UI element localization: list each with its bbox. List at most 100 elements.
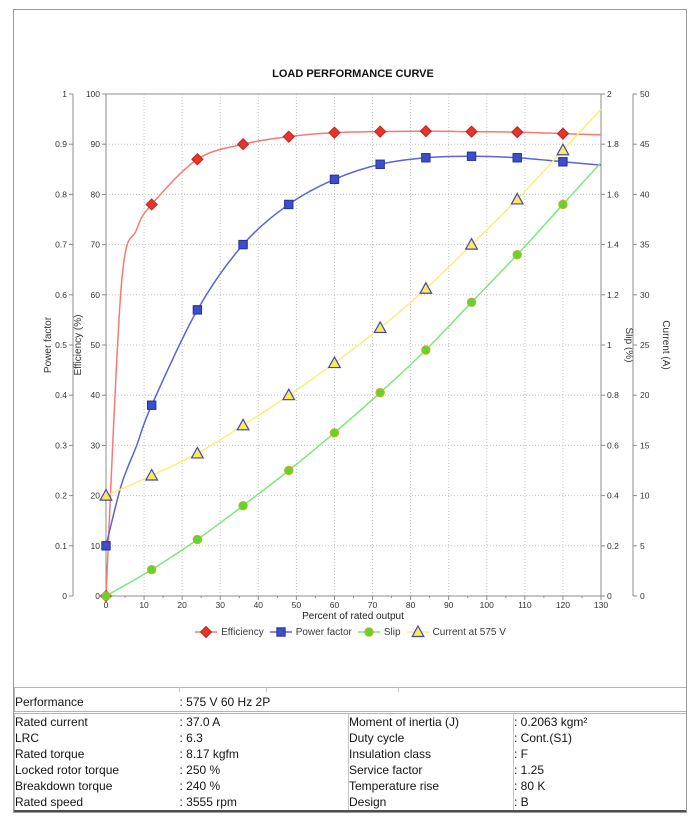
spec-label: Temperature rise (348, 778, 514, 794)
svg-text:25: 25 (640, 340, 650, 350)
svg-text:0.1: 0.1 (55, 541, 67, 551)
line-power-factor (105, 155, 602, 546)
specs-table: Rated current: 37.0 A Moment of inertia (… (14, 713, 686, 812)
spec-label: Insulation class (348, 746, 514, 762)
svg-text:90: 90 (91, 139, 101, 149)
spec-value: : Cont.(S1) (513, 730, 686, 746)
svg-text:0.6: 0.6 (607, 440, 619, 450)
svg-text:0.7: 0.7 (55, 240, 67, 250)
svg-text:90: 90 (444, 600, 454, 610)
svg-text:40: 40 (91, 390, 101, 400)
svg-text:20: 20 (177, 600, 187, 610)
legend-label: Slip (383, 626, 401, 638)
legend-label: Current at 575 V (432, 626, 506, 638)
series-lines (105, 108, 602, 597)
spec-value: : 8.17 kgfm (179, 747, 239, 761)
spec-value: : 80 K (513, 778, 686, 794)
svg-text:50: 50 (292, 600, 302, 610)
spec-value: : B (513, 794, 686, 811)
svg-text:0.2: 0.2 (607, 541, 619, 551)
svg-text:1: 1 (607, 340, 612, 350)
circle-marker-icon (357, 627, 380, 637)
markers-power-factor (101, 151, 568, 551)
spec-value: : 250 % (179, 763, 221, 777)
triangle-marker-icon (406, 625, 429, 638)
spec-row: Breakdown torque : 240 % Temperature rise:… (15, 778, 686, 794)
spec-label: Service factor (348, 762, 514, 778)
legend-item-power-factor: Power factor (269, 625, 352, 639)
svg-text:10: 10 (91, 541, 101, 551)
spec-row: Rated current: 37.0 A Moment of inertia (… (15, 713, 686, 730)
svg-text:70: 70 (91, 240, 101, 250)
svg-text:100: 100 (480, 600, 494, 610)
svg-text:0.2: 0.2 (55, 491, 67, 501)
svg-text:0.8: 0.8 (607, 390, 619, 400)
spec-label: Rated speed (15, 795, 84, 809)
chart-title: LOAD PERFORMANCE CURVE (272, 68, 434, 80)
svg-text:120: 120 (556, 600, 570, 610)
slip-axis: 0 0.2 0.4 0.6 0.8 1 1.2 1.4 1.6 1.8 2 Slip (%) (601, 89, 634, 601)
legend-item-slip: Slip (357, 625, 401, 639)
report-frame: LOAD PERFORMANCE CURVE 0 10 20 30 40 50 60 70 80 9… (13, 9, 687, 813)
spec-value: : 0.2063 kgm² (513, 713, 686, 730)
svg-text:40: 40 (640, 189, 650, 199)
spacer-cell (266, 687, 399, 692)
diamond-marker-icon (195, 625, 218, 639)
svg-text:50: 50 (91, 340, 101, 350)
svg-text:1: 1 (62, 89, 67, 99)
performance-table-spacer-row (14, 687, 687, 692)
spec-value: : 240 % (179, 779, 221, 793)
spec-value: : 1.25 (513, 762, 686, 778)
legend-item-efficiency: Efficiency (194, 625, 264, 639)
svg-text:5: 5 (640, 541, 645, 551)
svg-text:0: 0 (607, 591, 612, 601)
svg-text:130: 130 (594, 600, 608, 610)
spec-value: : 3555 rpm (179, 795, 237, 809)
svg-text:30: 30 (640, 290, 650, 300)
power-factor-axis-title: Power factor (43, 316, 54, 373)
svg-text:0.4: 0.4 (607, 491, 619, 501)
svg-text:2: 2 (607, 89, 612, 99)
markers-slip (101, 199, 568, 601)
spacer-cell (179, 687, 267, 692)
spec-label: Breakdown torque (15, 779, 113, 793)
svg-text:0.5: 0.5 (55, 340, 67, 350)
svg-text:30: 30 (215, 600, 225, 610)
markers-efficiency (99, 124, 570, 603)
x-axis-title: Percent of rated output (302, 611, 404, 622)
legend-item-current-at-575-v: Current at 575 V (406, 625, 506, 639)
slip-axis-title: Slip (%) (623, 327, 634, 362)
svg-text:45: 45 (640, 139, 650, 149)
svg-text:20: 20 (640, 390, 650, 400)
svg-text:0: 0 (640, 591, 645, 601)
spec-value: : F (513, 746, 686, 762)
spec-label: Duty cycle (348, 730, 514, 746)
svg-text:20: 20 (91, 491, 101, 501)
svg-text:0: 0 (62, 591, 67, 601)
svg-text:35: 35 (640, 240, 650, 250)
spec-row: Rated torque: 8.17 kgfm Insulation class:… (15, 746, 686, 762)
svg-text:0: 0 (104, 600, 109, 610)
power-factor-axis: 0 0.1 0.2 0.3 0.4 0.5 0.6 0.7 0.8 0.9 1 Power facto… (43, 89, 74, 601)
current-axis: 0 5 10 15 20 25 30 35 40 45 50 Current (A) (632, 89, 671, 601)
performance-value: : 575 V 60 Hz 2P (179, 694, 271, 709)
spacer-cell (14, 687, 180, 692)
spec-row: Locked rotor torque : 250 % Service factor… (15, 762, 686, 778)
spec-label: Design (348, 794, 514, 811)
performance-row: Performance: 575 V 60 Hz 2P (15, 692, 687, 712)
svg-text:30: 30 (91, 440, 101, 450)
markers-current-at-575-v (99, 142, 570, 501)
svg-text:1.6: 1.6 (607, 189, 619, 199)
svg-text:100: 100 (86, 89, 100, 99)
spec-label: Locked rotor torque (15, 763, 120, 777)
svg-text:80: 80 (406, 600, 416, 610)
svg-text:60: 60 (330, 600, 340, 610)
svg-text:1.8: 1.8 (607, 139, 619, 149)
gridlines (106, 94, 601, 596)
svg-text:1.2: 1.2 (607, 290, 619, 300)
efficiency-axis-title: Efficiency (%) (73, 315, 84, 376)
svg-text:60: 60 (91, 290, 101, 300)
svg-text:0.4: 0.4 (55, 390, 67, 400)
spec-label: Rated current (15, 715, 88, 729)
svg-text:50: 50 (640, 89, 650, 99)
